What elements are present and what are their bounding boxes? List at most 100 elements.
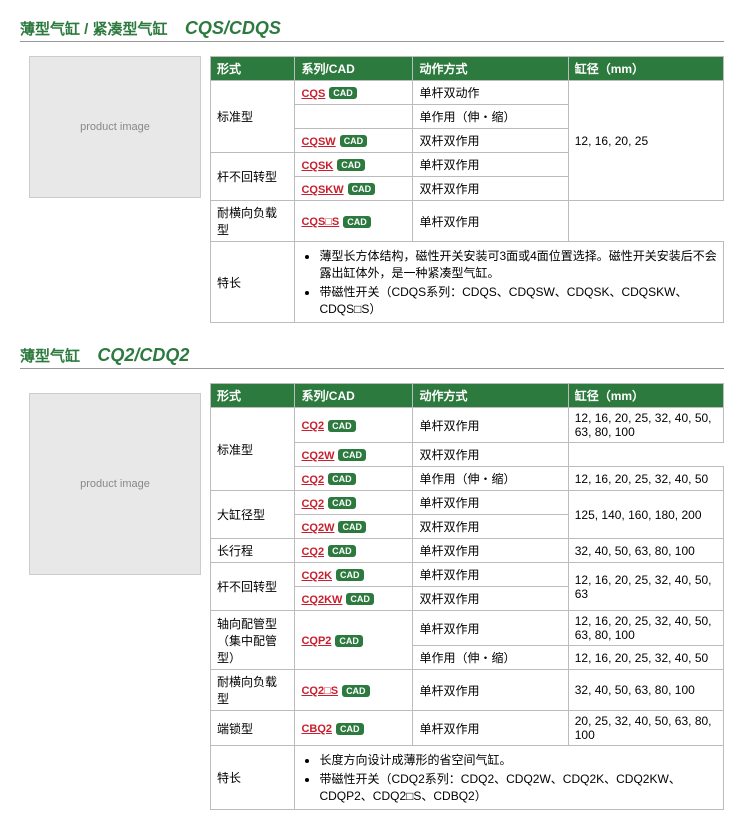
- cad-badge[interactable]: CAD: [336, 723, 364, 735]
- cad-badge[interactable]: CAD: [336, 569, 364, 581]
- cad-badge[interactable]: CAD: [337, 159, 365, 171]
- cell-action: 单杆双作用: [413, 563, 568, 587]
- section1-table-col: 形式 系列/CAD 动作方式 缸径（mm） 标准型 CQS CAD 单杆双动作12, …: [210, 56, 724, 323]
- section2-tbody: 标准型CQ2CAD单杆双作用12, 16, 20, 25, 32, 40, 50…: [211, 408, 724, 810]
- th-action: 动作方式: [413, 384, 568, 408]
- series-link[interactable]: CQS: [301, 88, 325, 100]
- cell-series: [295, 105, 413, 129]
- cad-badge[interactable]: CAD: [348, 183, 376, 195]
- cad-badge[interactable]: CAD: [343, 216, 371, 228]
- section1-product-image: product image: [29, 56, 201, 198]
- section1-title-jp: 薄型气缸 / 紧凑型气缸: [20, 21, 168, 38]
- cell-series: CQSW CAD: [295, 129, 413, 153]
- cad-badge[interactable]: CAD: [328, 473, 356, 485]
- table-row: 大缸径型CQ2CAD单杆双作用125, 140, 160, 180, 200: [211, 491, 724, 515]
- series-link[interactable]: CQ2: [301, 474, 324, 486]
- cell-form: 耐横向负载型: [211, 201, 295, 242]
- cell-form: 轴向配管型 （集中配管型）: [211, 611, 295, 670]
- section1-model: CQS/CDQS: [185, 18, 281, 38]
- cad-badge[interactable]: CAD: [338, 449, 366, 461]
- cell-action: 单杆双作用: [413, 670, 568, 711]
- cell-form: 标准型: [211, 81, 295, 153]
- cell-series: CQ2K CAD: [295, 563, 413, 587]
- cell-action: 单杆双作用: [413, 539, 568, 563]
- th-bore: 缸径（mm）: [568, 57, 723, 81]
- series-link[interactable]: CQP2: [301, 635, 331, 647]
- feature-item: 带磁性开关（CDQ2系列：CDQ2、CDQ2W、CDQ2K、CDQ2KW、CDQ…: [319, 770, 717, 804]
- table-row: 长行程CQ2CAD单杆双作用32, 40, 50, 63, 80, 100: [211, 539, 724, 563]
- table-row: 标准型CQ2CAD单杆双作用12, 16, 20, 25, 32, 40, 50…: [211, 408, 724, 443]
- th-bore: 缸径（mm）: [568, 384, 723, 408]
- series-link[interactable]: CQ2: [301, 420, 324, 432]
- cell-action: 单杆双作用: [413, 153, 568, 177]
- section2-content: product image 形式 系列/CAD 动作方式 缸径（mm） 标准型C…: [20, 383, 724, 810]
- cell-action: 双杆双作用: [413, 515, 568, 539]
- series-link[interactable]: CQ2: [301, 546, 324, 558]
- series-link[interactable]: CQ2W: [301, 450, 334, 462]
- table-row: 杆不回转型CQ2KCAD单杆双作用12, 16, 20, 25, 32, 40,…: [211, 563, 724, 587]
- table-row: 标准型CQSCAD单杆双动作12, 16, 20, 25: [211, 81, 724, 105]
- cell-bore: 125, 140, 160, 180, 200: [568, 491, 723, 539]
- section1-title: 薄型气缸 / 紧凑型气缸 CQS/CDQS: [20, 18, 724, 42]
- feature-item: 薄型长方体结构，磁性开关安装可3面或4面位置选择。磁性开关安装后不会露出缸体外，…: [319, 247, 717, 281]
- section1-table: 形式 系列/CAD 动作方式 缸径（mm） 标准型 CQS CAD 单杆双动作12, …: [210, 56, 724, 323]
- cell-form: 耐横向负载型: [211, 670, 295, 711]
- feature-row: 特长长度方向设计成薄形的省空间气缸。带磁性开关（CDQ2系列：CDQ2、CDQ2…: [211, 746, 724, 810]
- cell-feature-label: 特长: [211, 746, 295, 810]
- th-form: 形式: [211, 57, 295, 81]
- cell-series: CQ2 CAD: [295, 491, 413, 515]
- section2-table: 形式 系列/CAD 动作方式 缸径（mm） 标准型CQ2CAD单杆双作用12, …: [210, 383, 724, 810]
- cell-bore: 12, 16, 20, 25: [568, 81, 723, 201]
- table-row: 耐横向负载型CQ2□SCAD单杆双作用32, 40, 50, 63, 80, 1…: [211, 670, 724, 711]
- section2-product-image: product image: [29, 393, 201, 575]
- cell-series: CQ2 CAD: [295, 408, 413, 443]
- cell-action: 单杆双动作: [413, 81, 568, 105]
- series-link[interactable]: CQSW: [301, 136, 335, 148]
- series-link[interactable]: CBQ2: [301, 723, 332, 735]
- cad-badge[interactable]: CAD: [328, 545, 356, 557]
- cad-badge[interactable]: CAD: [342, 685, 370, 697]
- cell-action: 单杆双作用: [413, 201, 568, 242]
- table-row: 端锁型CBQ2CAD单杆双作用20, 25, 32, 40, 50, 63, 8…: [211, 711, 724, 746]
- cell-form: 杆不回转型: [211, 153, 295, 201]
- section2-title-jp: 薄型气缸: [20, 348, 80, 365]
- cad-badge[interactable]: CAD: [329, 87, 357, 99]
- cell-form: 标准型: [211, 408, 295, 491]
- series-link[interactable]: CQ2K: [301, 570, 332, 582]
- cell-bore: 12, 16, 20, 25, 32, 40, 50, 63, 80, 100: [568, 611, 723, 646]
- cell-series: CQS CAD: [295, 81, 413, 105]
- cell-bore: 12, 16, 20, 25, 32, 40, 50, 63, 80, 100: [568, 408, 723, 443]
- cad-badge[interactable]: CAD: [338, 521, 366, 533]
- section2-model: CQ2/CDQ2: [97, 345, 189, 365]
- cell-form: 大缸径型: [211, 491, 295, 539]
- cad-badge[interactable]: CAD: [328, 420, 356, 432]
- series-link[interactable]: CQSKW: [301, 184, 343, 196]
- cell-series: CQS□S CAD: [295, 201, 413, 242]
- cell-action: 双杆双作用: [413, 177, 568, 201]
- cad-badge[interactable]: CAD: [346, 593, 374, 605]
- cell-action: 单作用（伸・缩）: [413, 646, 568, 670]
- cad-badge[interactable]: CAD: [328, 497, 356, 509]
- series-link[interactable]: CQ2KW: [301, 594, 342, 606]
- cad-badge[interactable]: CAD: [340, 135, 368, 147]
- series-link[interactable]: CQ2□S: [301, 685, 338, 697]
- series-link[interactable]: CQS□S: [301, 216, 339, 228]
- cell-series: CQ2 CAD: [295, 467, 413, 491]
- cell-bore: 32, 40, 50, 63, 80, 100: [568, 539, 723, 563]
- cell-bore: 12, 16, 20, 25, 32, 40, 50: [568, 646, 723, 670]
- feature-item: 带磁性开关（CDQS系列：CDQS、CDQSW、CDQSK、CDQSKW、CDQ…: [319, 283, 717, 317]
- th-action: 动作方式: [413, 57, 568, 81]
- section1-tbody: 标准型CQSCAD单杆双动作12, 16, 20, 25单作用（伸・缩）CQSW…: [211, 81, 724, 323]
- cell-action: 双杆双作用: [413, 129, 568, 153]
- cell-action: 单杆双作用: [413, 491, 568, 515]
- cell-action: 单作用（伸・缩）: [413, 467, 568, 491]
- cell-action: 单杆双作用: [413, 408, 568, 443]
- series-link[interactable]: CQ2W: [301, 522, 334, 534]
- cell-series: CQ2□S CAD: [295, 670, 413, 711]
- series-link[interactable]: CQSK: [301, 160, 333, 172]
- feature-row: 特长薄型长方体结构，磁性开关安装可3面或4面位置选择。磁性开关安装后不会露出缸体…: [211, 242, 724, 323]
- th-series: 系列/CAD: [295, 57, 413, 81]
- series-link[interactable]: CQ2: [301, 498, 324, 510]
- section1-image-col: product image: [20, 56, 210, 198]
- cad-badge[interactable]: CAD: [335, 635, 363, 647]
